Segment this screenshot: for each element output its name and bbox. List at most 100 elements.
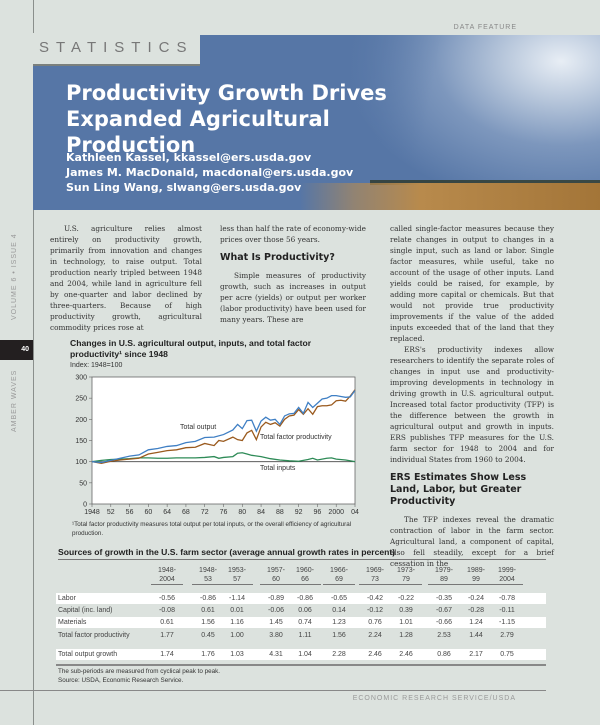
column-header: 1966- 69 bbox=[323, 566, 355, 585]
table-cell: 0.75 bbox=[500, 651, 514, 658]
column-header-line: 60 bbox=[272, 576, 280, 583]
column-header-line: 1999- bbox=[498, 567, 516, 574]
row-label: Capital (inc. land) bbox=[58, 607, 113, 614]
column-header: 1999- 2004 bbox=[491, 566, 523, 585]
x-tick-label: 60 bbox=[144, 509, 152, 516]
table-cell: -0.35 bbox=[436, 595, 452, 602]
table-cell: 0.06 bbox=[298, 607, 312, 614]
table-cell: 3.80 bbox=[269, 632, 283, 639]
x-tick-label: 2000 bbox=[328, 509, 344, 516]
column-header: 1960- 66 bbox=[289, 566, 321, 585]
table-cell: 1.45 bbox=[269, 619, 283, 626]
x-tick-label: 84 bbox=[257, 509, 265, 516]
footer-publisher: ECONOMIC RESEARCH SERVICE/USDA bbox=[352, 695, 516, 702]
paragraph: called single-factor measures because th… bbox=[390, 224, 554, 343]
series-line-total-inputs bbox=[91, 452, 356, 463]
row-band bbox=[56, 649, 546, 660]
column-header-line: 1966- bbox=[330, 567, 348, 574]
column-header-line: 1948- bbox=[158, 567, 176, 574]
paragraph: Simple measures of productivity growth, … bbox=[220, 271, 366, 324]
column-header: 1957- 60 bbox=[260, 566, 292, 585]
margin-rule bbox=[33, 0, 34, 725]
table-cell: -0.56 bbox=[159, 595, 175, 602]
column-header: 1969- 73 bbox=[359, 566, 391, 585]
table-cell: 1.44 bbox=[469, 632, 483, 639]
row-band bbox=[56, 593, 546, 604]
row-label: Total factor productivity bbox=[58, 632, 130, 639]
table-cell: 1.74 bbox=[160, 651, 174, 658]
chart-title: Changes in U.S. agricultural output, inp… bbox=[70, 338, 312, 359]
table-cell: 1.28 bbox=[399, 632, 413, 639]
series-line-total-factor-productivity bbox=[91, 389, 356, 465]
y-tick-label: 0 bbox=[83, 502, 87, 509]
table-source: Source: USDA, Economic Research Service. bbox=[58, 677, 184, 684]
column-header-line: 69 bbox=[335, 576, 343, 583]
chart-y-label: Index: 1948=100 bbox=[70, 362, 123, 369]
footer-rule bbox=[0, 690, 546, 691]
column-header-line: 1989- bbox=[467, 567, 485, 574]
table-cell: 1.24 bbox=[469, 619, 483, 626]
column-header-line: 66 bbox=[301, 576, 309, 583]
table-cell: 1.77 bbox=[160, 632, 174, 639]
y-tick-label: 200 bbox=[75, 417, 87, 424]
x-tick-label: 96 bbox=[314, 509, 322, 516]
column-header-line: 53 bbox=[204, 576, 212, 583]
table-cell: -0.08 bbox=[159, 607, 175, 614]
x-tick-label: 88 bbox=[276, 509, 284, 516]
x-tick-label: 80 bbox=[238, 509, 246, 516]
table-cell: 1.23 bbox=[332, 619, 346, 626]
table-cell: -0.78 bbox=[499, 595, 515, 602]
table-cell: -1.15 bbox=[499, 619, 515, 626]
table-cell: -0.28 bbox=[468, 607, 484, 614]
series-label: Total output bbox=[180, 424, 216, 431]
table-note: The sub-periods are measured from cyclic… bbox=[58, 668, 221, 675]
column-header-line: 2004 bbox=[499, 576, 515, 583]
table-cell: -0.12 bbox=[367, 607, 383, 614]
column-header-line: 89 bbox=[440, 576, 448, 583]
column-header: 1948- 53 bbox=[192, 566, 224, 585]
table-cell: 1.56 bbox=[201, 619, 215, 626]
column-header-line: 1973- bbox=[397, 567, 415, 574]
x-tick-label: 1948 bbox=[84, 509, 100, 516]
table-cell: 2.53 bbox=[437, 632, 451, 639]
table-cell: 0.39 bbox=[399, 607, 413, 614]
x-tick-label: 56 bbox=[126, 509, 134, 516]
table-cell: 1.01 bbox=[399, 619, 413, 626]
y-tick-label: 100 bbox=[75, 459, 87, 466]
table-cell: 0.14 bbox=[332, 607, 346, 614]
chart-footnote: ¹Total factor productivity measures tota… bbox=[72, 521, 352, 537]
table-cell: 2.28 bbox=[332, 651, 346, 658]
column-header-line: 1969- bbox=[366, 567, 384, 574]
y-tick-label: 150 bbox=[75, 438, 87, 445]
table-cell: 0.01 bbox=[230, 607, 244, 614]
table-cell: 0.45 bbox=[201, 632, 215, 639]
series-line-total-output bbox=[91, 390, 356, 464]
table-cell: -0.22 bbox=[398, 595, 414, 602]
kicker: DATA FEATURE bbox=[453, 24, 517, 31]
table-cell: -0.86 bbox=[200, 595, 216, 602]
table-cell: 0.74 bbox=[298, 619, 312, 626]
column-header: 1989- 99 bbox=[460, 566, 492, 585]
wheat-field-photo bbox=[300, 183, 600, 210]
table-cell: 1.11 bbox=[298, 632, 312, 639]
table-cell: 2.17 bbox=[469, 651, 483, 658]
author: Kathleen Kassel, kkassel@ers.usda.gov bbox=[66, 151, 312, 164]
column-header-line: 79 bbox=[402, 576, 410, 583]
table-cell: -0.89 bbox=[268, 595, 284, 602]
row-label: Labor bbox=[58, 595, 76, 602]
table-rule bbox=[56, 664, 546, 666]
table-cell: 0.61 bbox=[160, 619, 174, 626]
table-cell: -0.11 bbox=[499, 607, 515, 614]
author: Sun Ling Wang, slwang@ers.usda.gov bbox=[66, 181, 302, 194]
column-header: 1973- 79 bbox=[390, 566, 422, 585]
x-tick-label: 04 bbox=[351, 509, 359, 516]
table-cell: -0.06 bbox=[268, 607, 284, 614]
row-label: Total output growth bbox=[58, 651, 118, 658]
table-cell: -0.42 bbox=[367, 595, 383, 602]
magazine-name: AMBER WAVES bbox=[11, 369, 18, 432]
table-cell: 1.76 bbox=[201, 651, 215, 658]
table-cell: -0.24 bbox=[468, 595, 484, 602]
series-label: Total factor productivity bbox=[260, 434, 332, 441]
table-cell: 0.61 bbox=[201, 607, 215, 614]
column-header-line: 1948- bbox=[199, 567, 217, 574]
